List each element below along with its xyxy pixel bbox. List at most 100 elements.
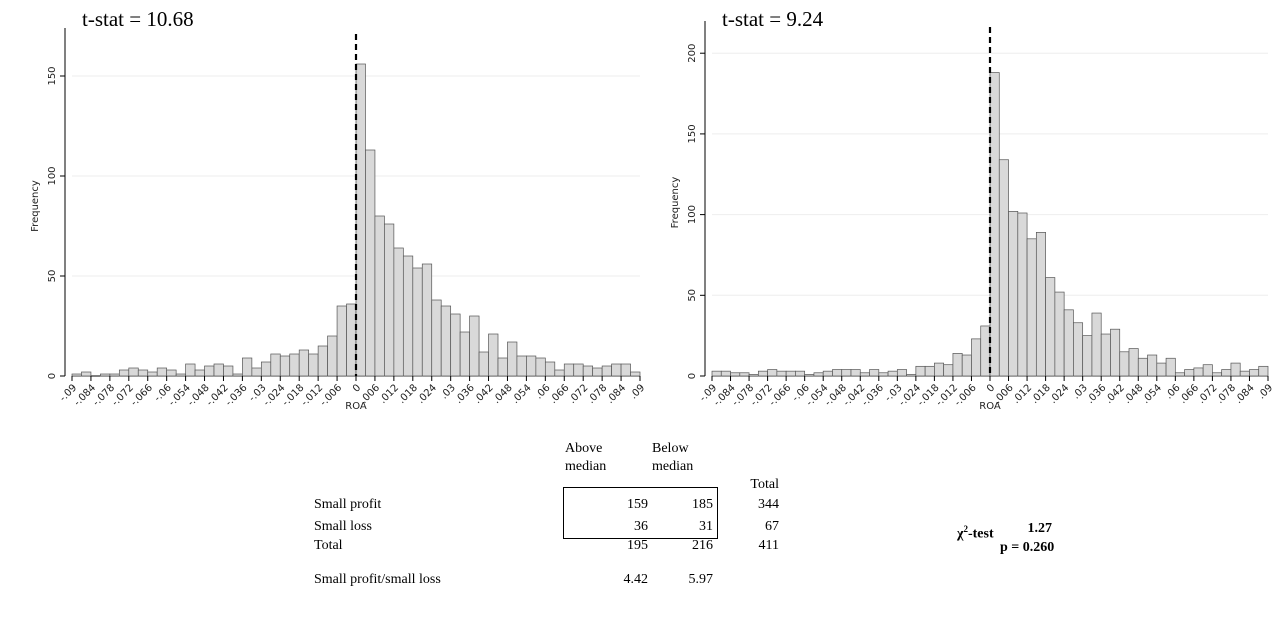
bar [1063, 309, 1074, 377]
table-box [563, 487, 718, 539]
x-tick-label: .018 [397, 382, 421, 406]
column-header: Below median [652, 441, 694, 474]
bar [459, 331, 470, 377]
bar [1184, 369, 1195, 377]
x-tick-label: .072 [567, 382, 591, 406]
bar [757, 370, 768, 377]
bar [270, 353, 281, 377]
bar [813, 372, 824, 377]
bar [469, 315, 480, 377]
chi-value: 1.27 [1027, 521, 1053, 536]
bar [1137, 357, 1148, 377]
bar [1110, 328, 1121, 377]
annotation: t-stat = 10.68 [82, 7, 194, 31]
bar [1230, 362, 1241, 377]
bar [535, 357, 546, 377]
bar [934, 362, 945, 377]
bar [785, 370, 796, 377]
bar [980, 325, 991, 377]
bar [1026, 238, 1037, 377]
bar [488, 333, 499, 377]
x-tick-label: .09 [628, 382, 647, 401]
bar [81, 371, 92, 377]
bar [1193, 367, 1204, 377]
bar [1091, 312, 1102, 377]
bar [915, 365, 926, 377]
table-value: 5.97 [688, 572, 714, 587]
bar [582, 365, 594, 377]
x-tick-label: .042 [1103, 382, 1127, 406]
bar [748, 374, 759, 377]
x-tick-label: .012 [378, 382, 402, 406]
bar [544, 361, 556, 377]
x-tick-label: .066 [548, 382, 572, 406]
bar [1054, 291, 1065, 377]
bar [730, 372, 741, 377]
bar [393, 247, 404, 377]
bar [526, 355, 537, 377]
bar [1221, 369, 1232, 377]
bar [859, 372, 870, 377]
bar [1249, 369, 1260, 377]
x-tick-label: .084 [605, 382, 629, 406]
bar [850, 369, 861, 377]
bar [478, 351, 489, 377]
charts: 050100150-.09-.084-.078-.072-.066-.06-.0… [30, 7, 1274, 412]
y-axis-label: Frequency [670, 177, 681, 229]
x-tick-label: .024 [1048, 382, 1072, 406]
bar [630, 371, 641, 377]
y-tick-label: 50 [687, 289, 698, 302]
bar [421, 263, 433, 377]
p-value: p = 0.260 [1000, 540, 1055, 555]
x-tick-label: -.006 [953, 382, 979, 408]
x-axis-label: ROA [345, 401, 367, 412]
bar [279, 355, 291, 377]
bar [242, 357, 253, 377]
x-tick-label: .036 [453, 382, 477, 406]
row-label: Total [314, 538, 343, 553]
bar [384, 223, 395, 377]
bar [450, 313, 461, 377]
bar [1128, 348, 1139, 377]
x-tick-label: .036 [1085, 382, 1109, 406]
row-label: Small profit/small loss [314, 572, 441, 587]
table-value: 185 [692, 497, 713, 512]
x-tick-label: .054 [1141, 382, 1165, 406]
bar [317, 345, 328, 377]
x-tick-label: .024 [415, 382, 439, 406]
table-value: 31 [699, 519, 713, 534]
bar [412, 267, 423, 377]
bar [887, 370, 898, 377]
bar [989, 72, 1000, 377]
bar [1258, 365, 1269, 377]
bar [906, 374, 917, 377]
y-tick-label: 0 [687, 373, 698, 379]
bar [878, 372, 889, 377]
x-tick-label: .066 [1178, 382, 1202, 406]
bar [1045, 277, 1056, 377]
bar [289, 353, 300, 377]
bar [924, 365, 935, 377]
bar [308, 353, 319, 377]
bar [71, 373, 82, 377]
bar [100, 373, 111, 377]
bar [118, 369, 130, 377]
bar [961, 354, 972, 377]
bar [601, 365, 612, 377]
table-value: 159 [627, 497, 648, 512]
bar [563, 363, 575, 377]
bar [223, 365, 234, 377]
chi-label-part: χ [957, 526, 964, 542]
table-value: 4.42 [623, 572, 649, 587]
bar [346, 303, 357, 377]
bar [147, 371, 158, 377]
bar [1174, 372, 1185, 377]
row-label: Small profit [314, 497, 382, 512]
bar [194, 369, 205, 377]
y-tick-label: 100 [687, 205, 698, 224]
bar [402, 255, 414, 377]
bar [767, 369, 778, 377]
bar [251, 367, 262, 377]
row-label: Small loss [314, 519, 372, 534]
y-tick-label: 100 [47, 166, 58, 185]
